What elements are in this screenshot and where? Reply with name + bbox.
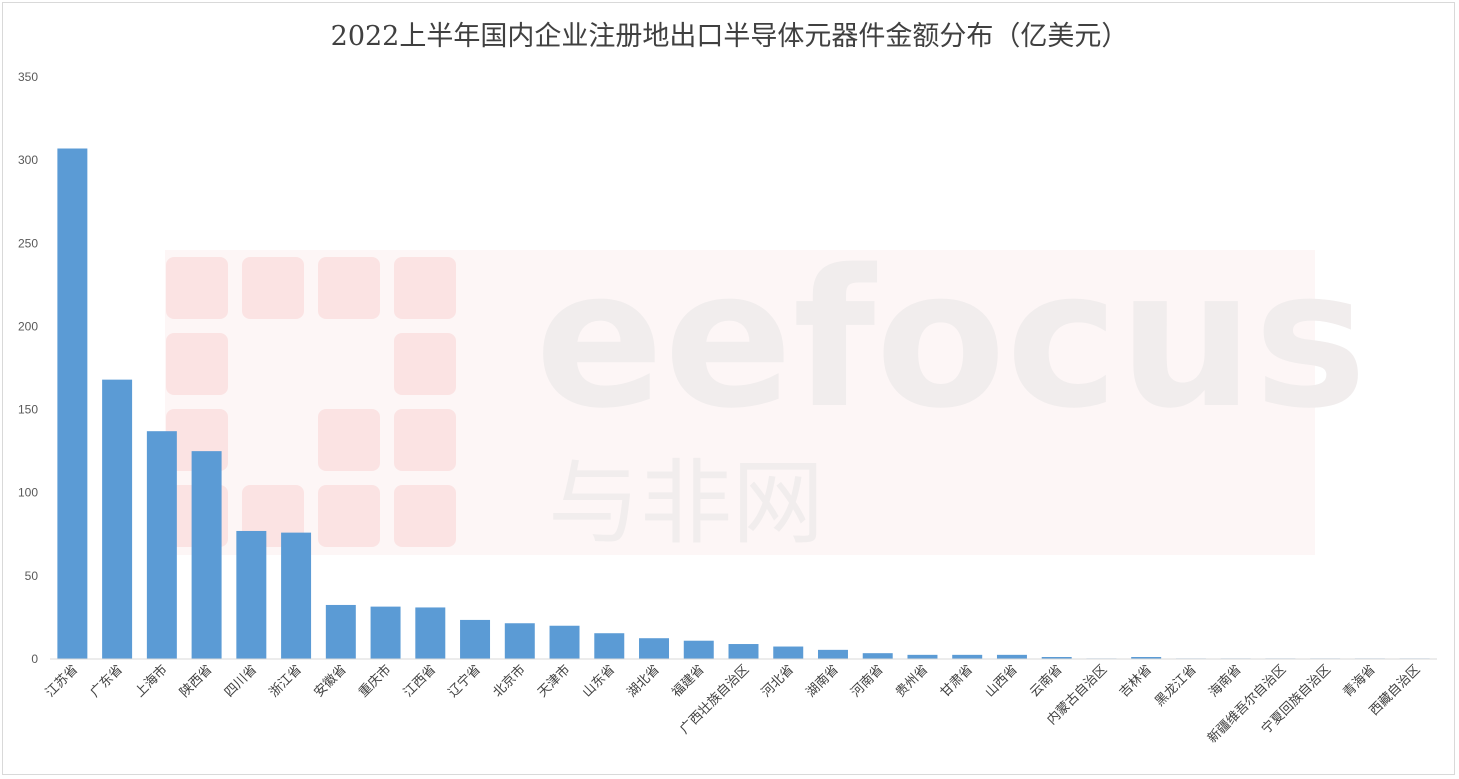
x-category-label: 上海市 [132,662,171,701]
bar [504,623,535,659]
x-category-label: 江西省 [401,662,439,700]
x-category-label: 云南省 [1027,662,1066,701]
bar [236,530,267,659]
x-axis-labels: 江苏省 广东省 上海市 陕西省 四川省 浙江省 安徽省 重庆市 江西省 辽宁省 北京市 天津市 山东省湖… [42,662,1423,747]
bar [1131,657,1162,659]
bar [281,532,312,659]
bar [57,148,88,659]
x-category-label: 青海省 [1341,662,1379,700]
bar [773,646,804,659]
y-tick-label: 100 [18,486,38,500]
bars [57,148,1430,659]
bar [639,638,670,659]
watermark-logo-square [166,333,228,395]
x-category-label: 湖南省 [803,662,842,701]
x-category-label: 甘肃省 [938,662,976,700]
watermark-logo-square [394,485,456,547]
x-category-label: 海南省 [1206,662,1245,701]
x-category-label: 安徽省 [311,662,349,700]
chart-title: 2022上半年国内企业注册地出口半导体元器件金额分布（亿美元） [330,21,1129,52]
y-tick-label: 50 [25,569,39,583]
watermark-logo-square [166,257,228,319]
watermark-logo-square [318,485,380,547]
bar [549,625,580,659]
bar [325,604,356,659]
bar [1041,657,1072,659]
x-category-label: 重庆市 [355,662,394,701]
bar [683,640,714,659]
y-axis-ticks: 0 50 100 150 200 250 300 350 [18,70,38,666]
x-category-label: 江苏省 [42,662,81,701]
x-category-label: 湖北省 [625,662,663,700]
x-category-label: 山东省 [580,662,618,700]
bar [952,654,983,659]
bar [907,654,938,659]
x-category-label: 辽宁省 [445,662,484,701]
watermark-logo-square [242,257,304,319]
watermark-text-cn: 与非网 [548,450,824,557]
x-category-label: 新疆维吾尔自治区 [1204,662,1289,747]
y-tick-label: 200 [18,319,38,333]
x-category-label: 广东省 [88,662,126,700]
y-tick-label: 300 [18,153,38,167]
x-category-label: 浙江省 [267,662,305,700]
bar [728,644,759,659]
x-category-label: 黑龙江省 [1152,662,1199,709]
y-tick-label: 250 [18,236,38,250]
watermark-logo-square [318,409,380,471]
bar [594,633,625,659]
watermark-text-latin: eefocus [535,229,1367,450]
bar [146,431,177,659]
bar [370,606,401,659]
x-category-label: 贵州省 [893,662,931,700]
bar [996,654,1027,659]
x-category-label: 吉林省 [1117,662,1155,700]
x-category-label: 河北省 [759,662,797,700]
y-tick-label: 150 [18,403,38,417]
bar [460,619,491,659]
bar [415,607,446,659]
bar [102,379,133,659]
x-category-label: 北京市 [490,662,529,701]
x-category-label: 天津市 [534,662,573,701]
bar [862,653,893,659]
watermark-logo-square [394,333,456,395]
bar [191,451,222,659]
x-category-label: 福建省 [669,662,707,700]
x-category-label: 山西省 [983,662,1021,700]
x-category-label: 河南省 [848,662,887,701]
y-tick-label: 350 [18,70,38,84]
watermark-logo-square [318,257,380,319]
watermark-logo-square [394,409,456,471]
watermark-logo-square [394,257,456,319]
bar [817,649,848,659]
x-category-label: 陕西省 [177,662,215,700]
y-tick-label: 0 [31,652,38,666]
x-category-label: 四川省 [222,662,260,700]
